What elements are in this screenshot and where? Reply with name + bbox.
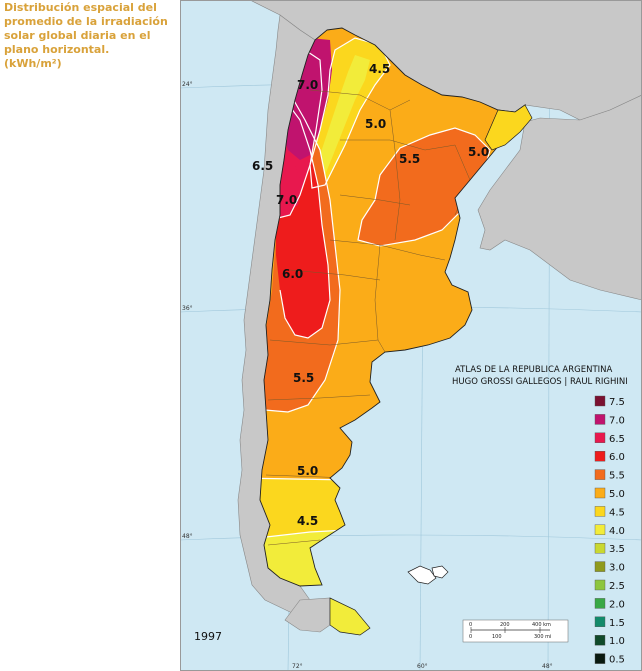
legend-swatch: [594, 653, 606, 664]
legend-swatch: [594, 598, 606, 609]
legend-swatch: [594, 635, 606, 646]
legend-swatch: [594, 579, 606, 591]
scale-km-label: 400 km: [532, 622, 551, 628]
legend-swatch: [594, 616, 606, 627]
lat-label: 36°: [182, 305, 193, 312]
caption-line: solar global diaria en el: [4, 29, 151, 42]
brazil-uruguay-region: [477, 94, 642, 301]
legend-value-label: 5.5: [609, 471, 625, 482]
legend-swatch: [594, 487, 606, 499]
zone-label: 5.5: [293, 371, 314, 385]
legend-value-label: 6.0: [609, 452, 625, 463]
lat-label: 24°: [182, 81, 193, 88]
zone-label: 5.0: [297, 464, 318, 478]
legend-swatch: [594, 432, 606, 443]
legend-swatch: [594, 524, 606, 535]
zone-55-ne: [358, 128, 490, 246]
map-caption: Distribución espacial del promedio de la…: [4, 1, 179, 71]
legend-value-label: 1.0: [609, 636, 625, 647]
legend-swatch: [594, 395, 606, 407]
scale-km-label: 200: [500, 622, 510, 628]
legend-swatch: [594, 451, 606, 462]
caption-line: promedio de la irradiación: [4, 15, 168, 28]
tierra-del-fuego-argentina: [329, 597, 371, 636]
misiones-zone-45: [484, 104, 533, 151]
zone-label: 5.0: [365, 117, 386, 131]
scale-bar-frame: [462, 619, 569, 643]
authors-credit-line: HUGO GROSSI GALLEGOS | RAUL RIGHINI: [452, 377, 628, 387]
legend-swatch: [594, 561, 606, 572]
solar-irradiation-map: 24° 36° 48° 72° 60° 48° 4.5 7.0 5.0 5.5 …: [180, 0, 642, 671]
zone-label: 5.0: [468, 145, 489, 159]
map-svg: 24° 36° 48° 72° 60° 48° 4.5 7.0 5.0 5.5 …: [180, 0, 642, 671]
map-year: 1997: [194, 630, 222, 643]
legend-value-label: 2.5: [609, 581, 625, 592]
legend-value-label: 5.0: [609, 489, 625, 500]
legend-value-label: 7.0: [609, 415, 625, 426]
zone-label: 7.0: [297, 78, 318, 92]
lon-label: 72°: [292, 663, 303, 670]
scale-bar: 0 200 400 km 0 100 300 mi: [462, 619, 569, 643]
zone-label: 6.5: [252, 159, 273, 173]
lon-label: 48°: [542, 663, 553, 670]
zone-40-north: [316, 55, 370, 182]
caption-line: (kWh/m²): [4, 57, 62, 70]
zone-70-mid: [276, 165, 302, 212]
legend-swatch: [594, 543, 606, 554]
legend-value-label: 4.5: [609, 507, 625, 518]
legend-value-label: 0.5: [609, 655, 625, 666]
zone-label: 4.5: [297, 514, 318, 528]
legend-value-label: 6.5: [609, 434, 625, 445]
legend-swatch: [594, 414, 606, 425]
legend-value-label: 4.0: [609, 526, 625, 537]
malvinas-islands: [407, 565, 449, 585]
caption-line: plano horizontal.: [4, 43, 110, 56]
scale-mi-label: 0: [469, 634, 472, 640]
lat-label: 48°: [182, 533, 193, 540]
scale-mi-label: 300 mi: [534, 634, 551, 640]
graticule-labels: 24° 36° 48° 72° 60° 48°: [182, 81, 553, 670]
atlas-credit-line: ATLAS DE LA REPUBLICA ARGENTINA: [455, 365, 612, 375]
legend-swatch: [594, 469, 606, 480]
zone-label: 4.5: [369, 62, 390, 76]
scale-km-label: 0: [469, 622, 472, 628]
zone-labels: 4.5 7.0 5.0 5.5 5.0 6.5 7.0 6.0 5.5 5.0 …: [252, 62, 489, 528]
legend-swatch: [594, 506, 606, 517]
legend-value-label: 1.5: [609, 618, 625, 629]
caption-line: Distribución espacial del: [4, 1, 157, 14]
zone-label: 7.0: [276, 193, 297, 207]
legend-value-label: 7.5: [609, 397, 625, 408]
legend-value-label: 2.0: [609, 599, 625, 610]
scale-mi-label: 100: [492, 634, 502, 640]
legend-value-label: 3.5: [609, 544, 625, 555]
isolines: [260, 37, 491, 541]
zone-label: 6.0: [282, 267, 303, 281]
legend: 7.5 7.0 6.5 6.0 5.5 5.0 4.5 4.0 3.5 3.0 2.5 2.0 1.5 1…: [594, 395, 625, 666]
neighbor-countries: [237, 0, 642, 633]
lon-label: 60°: [417, 663, 428, 670]
zone-label: 5.5: [399, 152, 420, 166]
legend-value-label: 3.0: [609, 563, 625, 574]
